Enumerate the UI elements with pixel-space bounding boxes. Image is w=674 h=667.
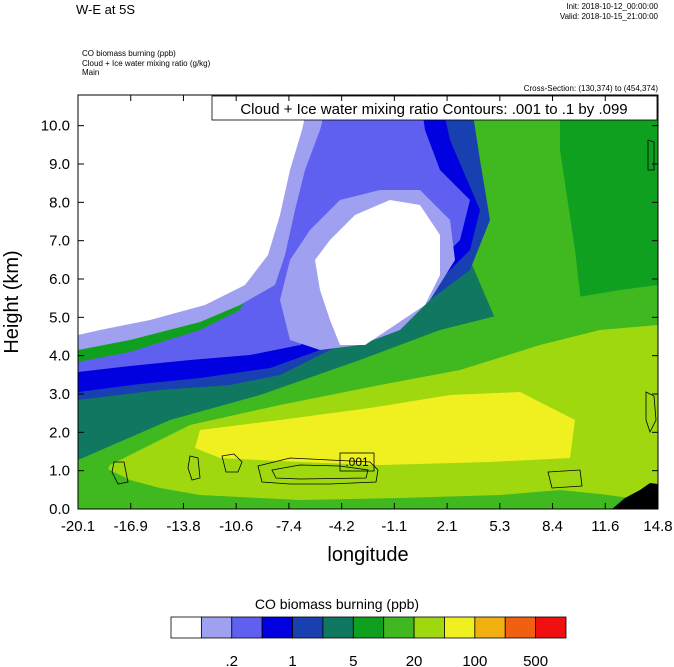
contour-info-box bbox=[211, 95, 658, 121]
y-tick-label: 1.0 bbox=[49, 463, 70, 480]
colorbar-swatch bbox=[444, 616, 476, 639]
y-tick-label: 4.0 bbox=[49, 348, 70, 365]
y-tick-label: 10.0 bbox=[41, 118, 70, 135]
cloud-contour-d bbox=[547, 469, 583, 489]
cross-section-label: Cross-Section: (130,374) to (454,374) bbox=[523, 84, 658, 93]
x-tick-label: 8.4 bbox=[542, 518, 563, 535]
field-main: Main bbox=[82, 68, 100, 77]
x-tick-label: 14.8 bbox=[643, 518, 672, 535]
plot-title: W-E at 5S bbox=[76, 2, 136, 17]
x-tick-label: 11.6 bbox=[591, 518, 619, 535]
contour-info-text: Cloud + Ice water mixing ratio Contours:… bbox=[240, 101, 627, 118]
colorbar-swatch bbox=[474, 616, 506, 639]
colorbar-label: 20 bbox=[406, 653, 423, 667]
colorbar-title: CO biomass burning (ppb) bbox=[254, 596, 420, 612]
cloud-contour-f bbox=[647, 139, 655, 171]
y-tick-label: 0.0 bbox=[49, 501, 70, 518]
colorbar-label: 500 bbox=[523, 653, 548, 667]
colorbar-swatch bbox=[170, 616, 202, 639]
co-band-100 bbox=[195, 392, 575, 465]
colorbar-label: 100 bbox=[462, 653, 487, 667]
contour-label: .001 bbox=[345, 455, 369, 469]
colorbar-swatch bbox=[383, 616, 415, 639]
colorbar-swatch bbox=[261, 616, 293, 639]
colorbar-swatch bbox=[535, 616, 567, 639]
x-tick-label: -1.1 bbox=[381, 518, 407, 535]
colorbar-label: 5 bbox=[349, 653, 357, 667]
field-list: CO biomass burning (ppb) Cloud + Ice wat… bbox=[82, 49, 210, 78]
co-band-white-core bbox=[315, 200, 440, 345]
y-axis: 0.0 1.0 2.0 3.0 4.0 5.0 6.0 7.0 8.0 9.0 10.0 bbox=[41, 118, 658, 518]
colorbar: .2 1 5 20 100 500 bbox=[170, 616, 567, 667]
cloud-contour-c bbox=[111, 461, 129, 485]
init-time: Init: 2018-10-12_00:00:00 bbox=[566, 2, 658, 11]
colorbar-swatch bbox=[200, 616, 233, 639]
x-axis-label: longitude bbox=[327, 544, 408, 566]
colorbar-label: 1 bbox=[288, 653, 296, 667]
colorbar-label: .2 bbox=[226, 653, 239, 667]
colorbar-swatch bbox=[322, 616, 354, 639]
y-tick-label: 5.0 bbox=[49, 309, 70, 326]
x-tick-label: -4.2 bbox=[329, 518, 355, 535]
terrain bbox=[612, 483, 658, 509]
co-filled-contours bbox=[78, 95, 658, 509]
x-tick-label: 5.3 bbox=[489, 518, 510, 535]
y-tick-label: 9.0 bbox=[49, 156, 70, 173]
time-info: Init: 2018-10-12_00:00:00 Valid: 2018-10… bbox=[560, 2, 658, 22]
co-band-surface bbox=[78, 465, 658, 509]
x-tick-label: -10.6 bbox=[219, 518, 253, 535]
valid-time: Valid: 2018-10-15_21:00:00 bbox=[559, 12, 658, 21]
co-band-white-left bbox=[78, 95, 310, 335]
y-axis-label: Height (km) bbox=[1, 250, 23, 353]
x-tick-label: -7.4 bbox=[276, 518, 302, 535]
plot-frame bbox=[77, 94, 659, 510]
y-tick-label: 2.0 bbox=[49, 424, 70, 441]
colorbar-swatch bbox=[231, 616, 263, 639]
cloud-contour-a bbox=[221, 453, 243, 473]
contour-label-box bbox=[339, 452, 375, 472]
colorbar-swatch bbox=[504, 616, 537, 639]
x-tick-label: -16.9 bbox=[114, 518, 148, 535]
cloud-contours bbox=[111, 139, 657, 489]
cloud-contour-inner bbox=[271, 464, 369, 480]
field-co: CO biomass burning (ppb) bbox=[82, 49, 176, 58]
cloud-contour-main bbox=[257, 457, 379, 485]
cloud-contour-e bbox=[645, 391, 657, 434]
y-tick-label: 8.0 bbox=[49, 194, 70, 211]
colorbar-swatch bbox=[352, 616, 385, 639]
colorbar-swatch bbox=[413, 616, 445, 639]
colorbar-swatch bbox=[292, 616, 324, 639]
field-cloud: Cloud + Ice water mixing ratio (g/kg) bbox=[82, 58, 211, 68]
y-tick-label: 6.0 bbox=[49, 271, 70, 288]
x-tick-label: 2.1 bbox=[437, 518, 458, 535]
y-tick-label: 3.0 bbox=[49, 386, 70, 403]
x-tick-label: -20.1 bbox=[61, 518, 95, 535]
x-tick-label: -13.8 bbox=[166, 518, 200, 535]
x-axis: -20.1 -16.9 -13.8 -10.6 -7.4 -4.2 -1.1 2.1 5.3 8.… bbox=[61, 95, 673, 535]
y-tick-label: 7.0 bbox=[49, 233, 70, 250]
cloud-contour-b bbox=[187, 455, 201, 481]
